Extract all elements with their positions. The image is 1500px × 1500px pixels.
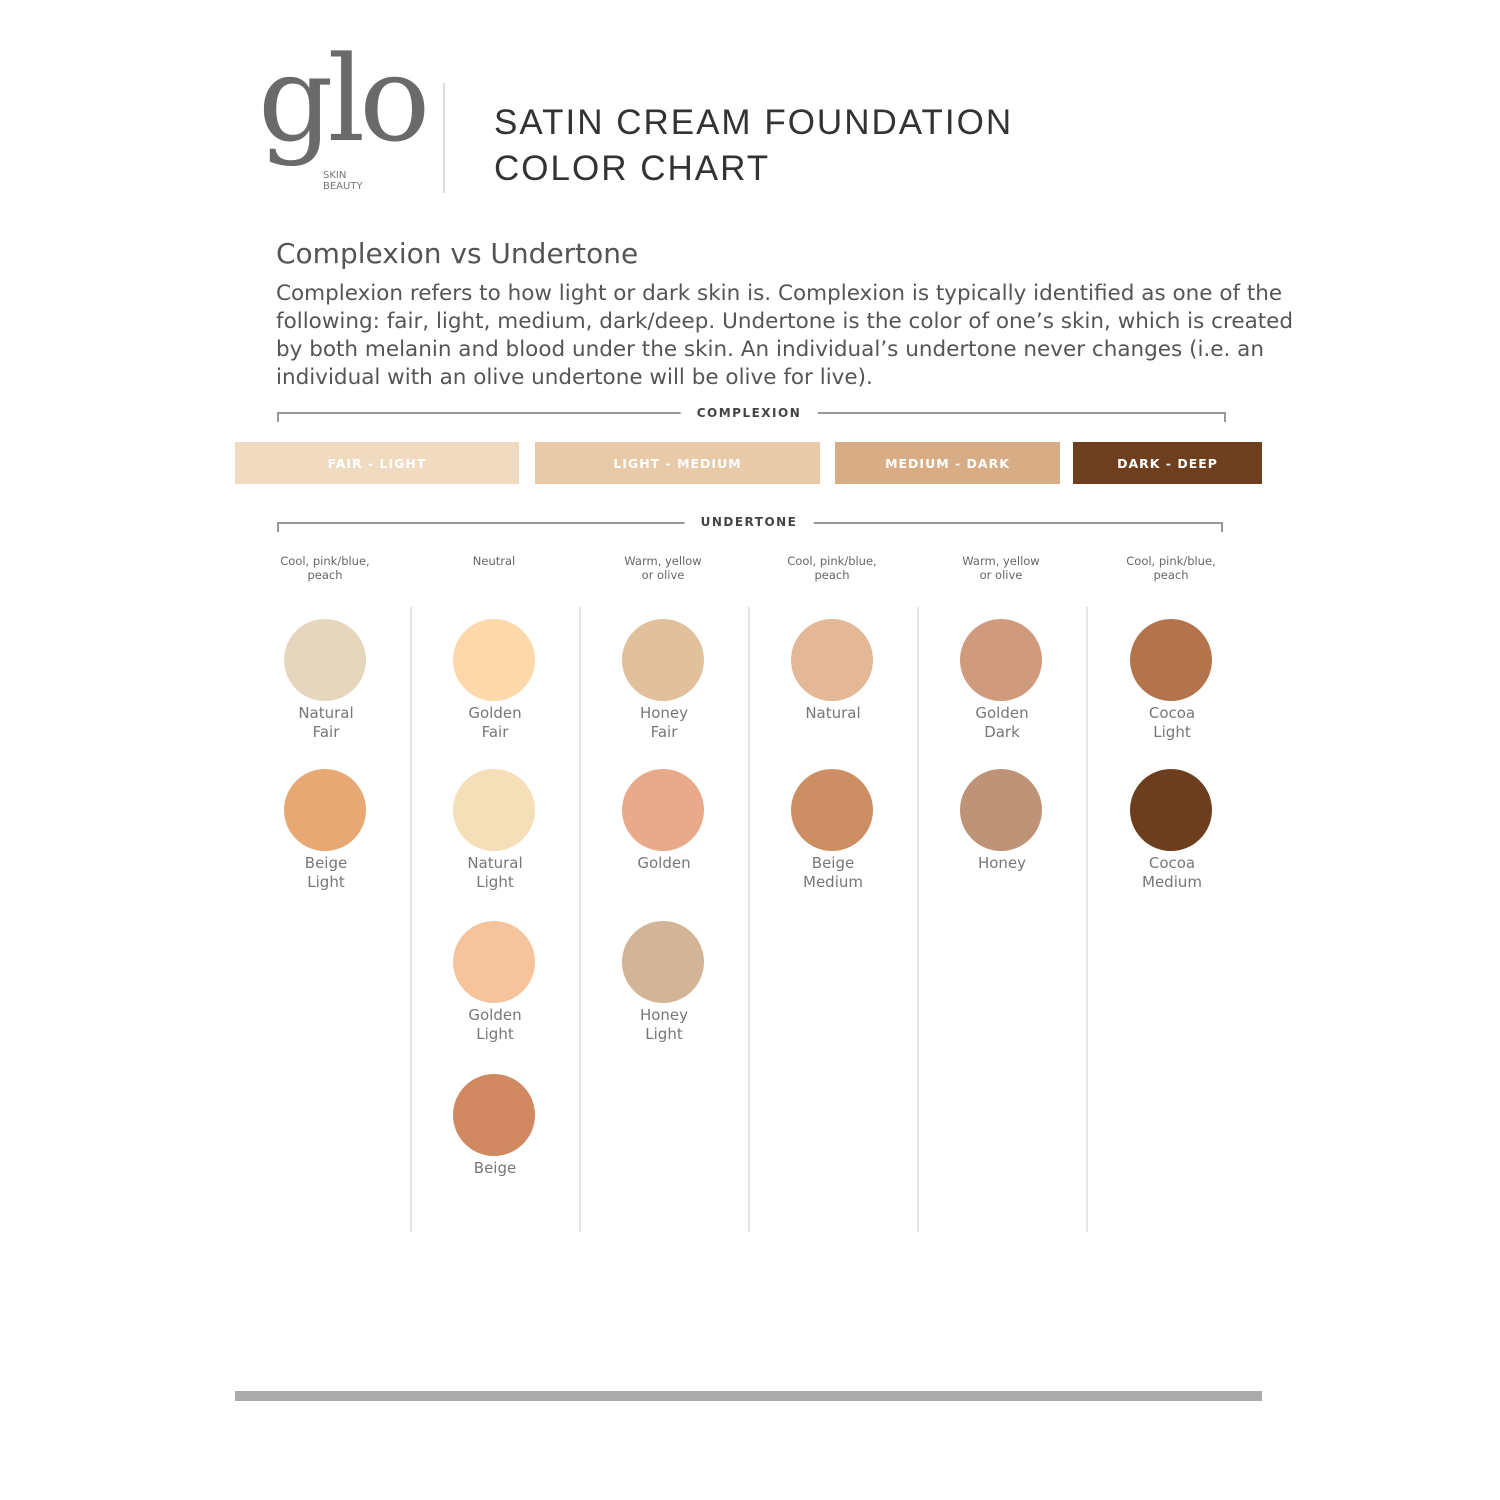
shade-swatch <box>791 769 873 851</box>
shade-name: Honey <box>977 854 1027 872</box>
column-divider <box>917 607 919 1232</box>
column-divider <box>1086 607 1088 1232</box>
undertone-type: Cool, pink/blue, peach <box>1126 554 1216 582</box>
shade-name: Honey Fair <box>639 704 689 741</box>
shade-swatch <box>1130 619 1212 701</box>
shade-name: Golden Light <box>468 1006 522 1043</box>
shade-swatch <box>622 921 704 1003</box>
shade-name: Honey Light <box>639 1006 689 1043</box>
shade-name: Natural Fair <box>298 704 354 741</box>
title-line: COLOR CHART <box>494 149 771 188</box>
divider <box>443 83 445 193</box>
undertone-label: UNDERTONE <box>684 515 814 529</box>
complexion-bar: LIGHT - MEDIUM <box>535 442 820 484</box>
undertone-type: Cool, pink/blue, peach <box>787 554 877 582</box>
shade-name: Natural <box>805 704 861 722</box>
column-divider <box>748 607 750 1232</box>
shade-name: Beige <box>473 1159 517 1177</box>
footer-bar <box>235 1391 1262 1401</box>
shade-name: Golden Fair <box>468 704 522 741</box>
shade-name: Golden Dark <box>975 704 1029 741</box>
shade-swatch <box>1130 769 1212 851</box>
shade-swatch <box>622 619 704 701</box>
shade-name: Cocoa Medium <box>1142 854 1202 891</box>
complexion-bar: DARK - DEEP <box>1073 442 1262 484</box>
shade-swatch <box>284 769 366 851</box>
brand-logo-subtitle: SKIN BEAUTY <box>323 170 363 192</box>
column-divider <box>579 607 581 1232</box>
complexion-bar: MEDIUM - DARK <box>835 442 1060 484</box>
shade-name: Beige Light <box>304 854 348 891</box>
shade-name: Golden <box>637 854 691 872</box>
shade-name: Natural Light <box>467 854 523 891</box>
brand-logo: glo <box>258 30 430 168</box>
section-title: Complexion vs Undertone <box>276 237 639 270</box>
title-line: SATIN CREAM FOUNDATION <box>494 103 1014 142</box>
shade-swatch <box>453 1074 535 1156</box>
shade-name: Cocoa Light <box>1148 704 1196 741</box>
undertone-type: Warm, yellow or olive <box>624 554 702 582</box>
logo-sub-line: BEAUTY <box>323 181 363 192</box>
logo-sub-line: SKIN <box>323 170 347 181</box>
complexion-label: COMPLEXION <box>680 406 818 420</box>
shade-swatch <box>284 619 366 701</box>
shade-swatch <box>453 769 535 851</box>
undertone-type: Warm, yellow or olive <box>962 554 1040 582</box>
complexion-bar: FAIR - LIGHT <box>235 442 519 484</box>
shade-swatch <box>453 921 535 1003</box>
undertone-type: Neutral <box>472 554 516 568</box>
page-title: SATIN CREAM FOUNDATION COLOR CHART <box>494 100 1013 192</box>
undertone-type: Cool, pink/blue, peach <box>280 554 370 582</box>
shade-swatch <box>453 619 535 701</box>
column-divider <box>410 607 412 1232</box>
shade-swatch <box>622 769 704 851</box>
shade-name: Beige Medium <box>803 854 863 891</box>
shade-swatch <box>960 769 1042 851</box>
shade-swatch <box>960 619 1042 701</box>
section-body: Complexion refers to how light or dark s… <box>276 281 1294 390</box>
shade-swatch <box>791 619 873 701</box>
